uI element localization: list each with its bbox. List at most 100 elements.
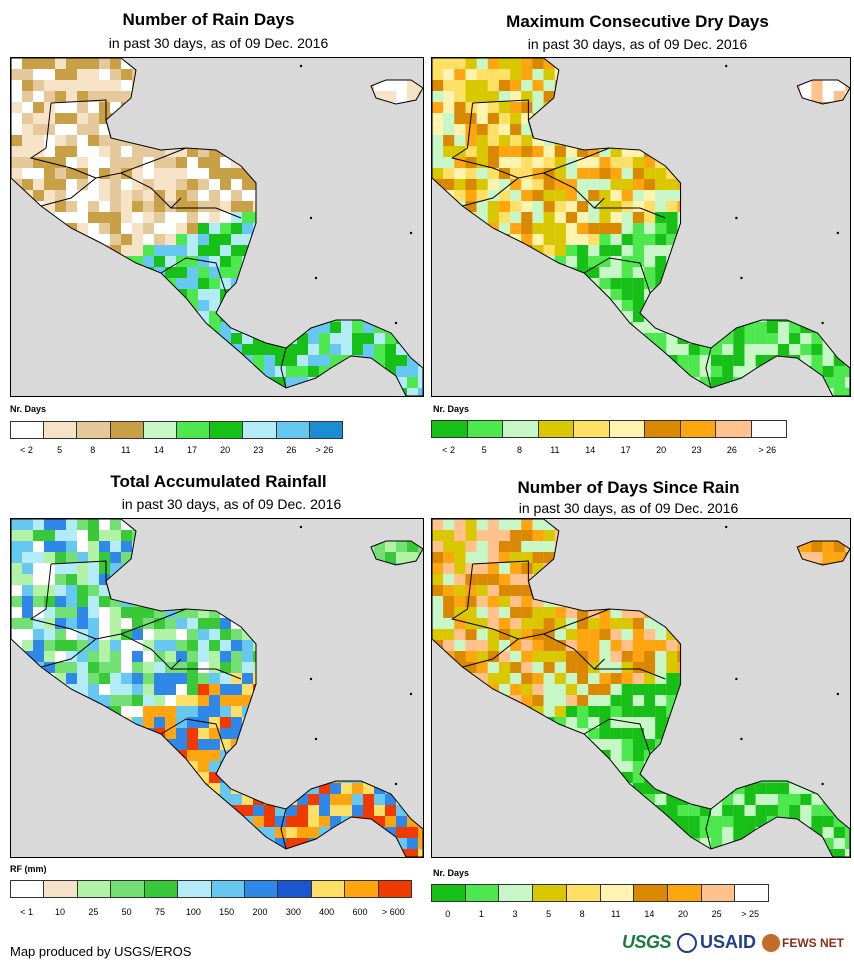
legend-swatch [667, 885, 702, 901]
legend-label: 23 [253, 445, 264, 455]
usaid-logo-text: USAID [699, 932, 756, 952]
legend-title: Nr. Days [10, 404, 47, 414]
legend-swatch [110, 422, 144, 438]
small-island [409, 231, 413, 235]
map-credit: Map produced by USGS/EROS [10, 944, 192, 959]
small-island [394, 321, 398, 325]
legend-label: 26 [726, 445, 737, 455]
map-canvas [432, 519, 850, 857]
panel-total-rainfall: Total Accumulated Rainfall in past 30 da… [0, 468, 427, 938]
legend-swatch [503, 421, 539, 437]
small-island [299, 64, 303, 68]
legend-title: Nr. Days [433, 404, 470, 414]
legend-label: 0 [445, 909, 451, 919]
legend-swatch [11, 422, 45, 438]
fews-globe-icon [762, 933, 780, 952]
legend-label: 11 [611, 909, 621, 919]
panel-subtitle: in past 30 days, as of 09 Dec. 2016 [527, 36, 748, 52]
legend-swatch [345, 881, 379, 897]
country-border [171, 668, 242, 680]
legend-swatch [311, 881, 346, 897]
legend-swatch [44, 422, 78, 438]
small-island [821, 321, 824, 325]
small-island [821, 782, 824, 786]
legend-label: 50 [121, 907, 132, 917]
legend-swatch [467, 421, 503, 437]
legend-label: 400 [319, 907, 335, 917]
jamaica-outline [796, 540, 850, 566]
country-border [280, 347, 287, 389]
panel-days-since-rain: Number of Days Since Rain in past 30 day… [427, 468, 854, 938]
legend-label: 14 [153, 445, 164, 455]
legend-label: < 2 [442, 445, 456, 455]
map-total-rainfall [10, 518, 424, 858]
legend-swatch [44, 881, 78, 897]
legend-swatch [432, 421, 468, 437]
legend-title: RF (mm) [10, 864, 47, 874]
panel-subtitle: in past 30 days, as of 09 Dec. 2016 [121, 496, 342, 512]
legend-label: 300 [285, 907, 301, 917]
map-canvas [11, 58, 423, 396]
panel-subtitle: in past 30 days, as of 09 Dec. 2016 [108, 35, 329, 51]
small-island [309, 216, 313, 220]
coastline [11, 519, 423, 857]
legend-label: 8 [90, 445, 96, 455]
legend-swatch [634, 885, 668, 901]
country-border [543, 608, 610, 635]
legend-label: 23 [691, 445, 702, 455]
country-border [518, 633, 605, 670]
panel-title: Number of Days Since Rain [517, 478, 740, 497]
small-island [740, 737, 743, 741]
legend-label: 14 [644, 909, 655, 919]
legend-label: 25 [88, 907, 99, 917]
country-border [472, 99, 534, 139]
small-island [299, 525, 303, 529]
country-border [120, 608, 187, 635]
country-border [95, 172, 182, 209]
country-border [280, 808, 287, 850]
legend-color-bar [10, 421, 343, 439]
legend-label: < 2 [20, 445, 33, 455]
legend-label: > 26 [315, 445, 334, 455]
legend-label: 26 [286, 445, 297, 455]
legend-swatch [243, 422, 277, 438]
country-border [705, 808, 712, 850]
country-border [160, 718, 227, 755]
fews-logo-text: FEWS NET [782, 935, 844, 950]
legend-swatch [77, 422, 111, 438]
panel-subtitle: in past 30 days, as of 09 Dec. 2016 [518, 500, 739, 516]
legend-label: 8 [579, 909, 585, 919]
legend-swatch [210, 422, 244, 438]
legend-swatch [143, 422, 178, 438]
coastline [432, 58, 850, 396]
legend-swatch [378, 881, 412, 897]
small-island [740, 276, 743, 280]
map-rain-days [10, 57, 424, 397]
legend-label: 17 [620, 445, 631, 455]
legend-swatch [177, 422, 211, 438]
legend-swatch [716, 421, 752, 437]
map-days-since-rain [431, 518, 851, 858]
legend-swatch [278, 881, 312, 897]
legend-swatch [645, 421, 681, 437]
map-canvas [432, 58, 850, 396]
panel-max-dry-days: Maximum Consecutive Dry Days in past 30 … [427, 0, 854, 470]
legend-swatch [144, 881, 179, 897]
country-border [29, 102, 97, 179]
legend-label: 11 [121, 445, 131, 455]
country-border [50, 99, 112, 139]
country-border [40, 638, 97, 668]
legend-label: 600 [352, 907, 368, 917]
legend-swatch [309, 422, 343, 438]
country-border [95, 633, 182, 670]
panel-title: Total Accumulated Rainfall [110, 472, 327, 491]
legend-label: 150 [219, 907, 235, 917]
small-island [409, 692, 413, 696]
small-island [735, 216, 738, 220]
legend-swatch [574, 421, 610, 437]
legend-swatch [111, 881, 145, 897]
panel-title: Number of Rain Days [122, 10, 295, 29]
small-island [314, 276, 318, 280]
small-island [725, 64, 728, 68]
map-max-dry-days [431, 57, 851, 397]
